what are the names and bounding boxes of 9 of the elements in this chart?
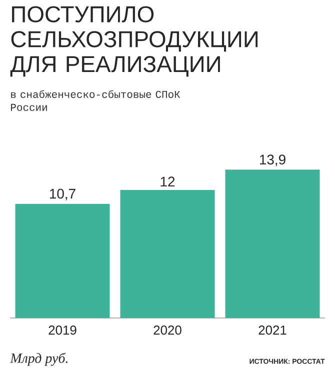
chart-subtitle: в снабженческо-сбытовые СПоК России (11, 90, 180, 111)
data-label: 10,7 (50, 188, 76, 200)
data-label: 12 (160, 176, 175, 186)
text: Млрд руб. (10, 352, 68, 366)
chart-title: ПОСТУПИЛО СЕЛЬХОЗПРОДУКЦИИ ДЛЯ РЕАЛИЗАЦИИ (10, 6, 258, 77)
x-tick-label: 2020 (154, 326, 182, 335)
x-tick-label: 2019 (48, 326, 76, 335)
x-tick-label: 2021 (258, 326, 286, 335)
data-label: 13,9 (260, 154, 286, 166)
